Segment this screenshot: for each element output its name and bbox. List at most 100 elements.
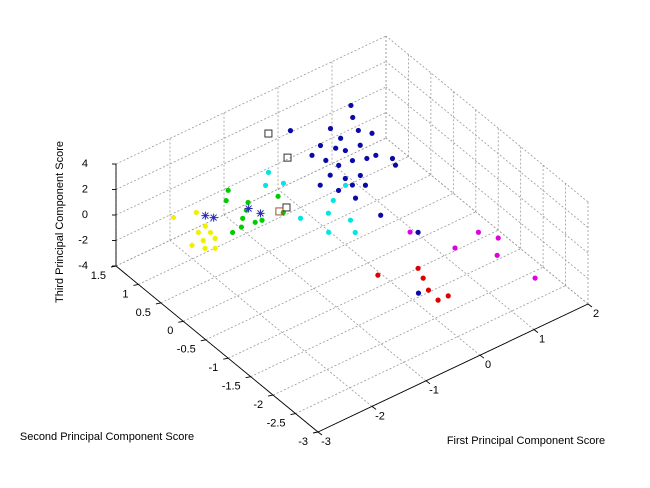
data-point xyxy=(195,229,202,235)
grid-line xyxy=(115,86,387,216)
grid-line xyxy=(115,35,387,165)
x-tick-label: -3 xyxy=(321,436,331,448)
y-tick-label: 0 xyxy=(167,325,173,337)
grid-line xyxy=(205,211,476,341)
tick-mark xyxy=(317,431,323,436)
data-point xyxy=(283,153,292,162)
z-tick-label: 2 xyxy=(82,183,88,195)
grid-line xyxy=(277,188,481,356)
marks xyxy=(170,102,538,303)
x-tick-label: -2 xyxy=(375,410,385,422)
tick-mark xyxy=(587,303,593,308)
data-point xyxy=(352,229,358,236)
data-point xyxy=(189,242,195,248)
y-tick-label: 1.5 xyxy=(91,270,106,282)
data-point xyxy=(420,275,426,281)
grid-line xyxy=(169,240,373,407)
data-point xyxy=(212,235,218,241)
grid-line xyxy=(115,112,387,241)
data-point xyxy=(317,182,323,188)
data-point xyxy=(275,193,281,199)
data-point xyxy=(297,215,304,221)
data-point xyxy=(325,210,331,216)
data-point xyxy=(265,169,272,175)
data-point xyxy=(375,272,381,278)
grid-line xyxy=(183,192,454,322)
data-point xyxy=(357,142,363,148)
grid-line xyxy=(295,285,566,414)
data-point xyxy=(207,229,214,236)
x-tick-label: 0 xyxy=(485,359,491,371)
x-axis-title: First Principal Component Score xyxy=(447,435,605,447)
grid: -3 -2 -1 0 1 2 -3 -2.5 -2 -1.5 -1 -0.5 0 0.5 1 1.5-4 -2 0… xyxy=(78,35,599,448)
y-tick-label: -2 xyxy=(253,399,263,411)
x-tick-label: 2 xyxy=(593,308,599,320)
data-point xyxy=(415,290,422,296)
data-point xyxy=(495,235,501,241)
data-point xyxy=(357,172,363,179)
data-point xyxy=(238,224,245,230)
x-tick-label: 1 xyxy=(539,334,545,346)
data-point xyxy=(378,212,384,218)
tick-mark xyxy=(425,380,431,385)
data-point xyxy=(225,187,231,193)
y-tick-label: 1 xyxy=(122,288,128,300)
z-axis-title: Third Principal Component Score xyxy=(54,141,66,303)
data-point xyxy=(209,213,218,222)
y-tick-label: -2.5 xyxy=(267,417,286,429)
data-point xyxy=(327,172,333,178)
data-point xyxy=(193,209,199,216)
data-point xyxy=(244,204,253,213)
data-point xyxy=(262,182,269,188)
y-tick-label: -3 xyxy=(298,436,308,448)
data-point xyxy=(452,245,458,251)
x-tick-label: -1 xyxy=(429,385,439,397)
tick-mark xyxy=(133,284,139,286)
data-point xyxy=(342,182,349,188)
data-point xyxy=(287,128,294,134)
data-point xyxy=(264,129,273,138)
y-tick-label: -1.5 xyxy=(222,381,241,393)
y-tick-label: -1 xyxy=(208,362,218,374)
tick-mark xyxy=(533,329,539,333)
data-point xyxy=(229,229,236,236)
data-point xyxy=(333,145,339,151)
grid-line xyxy=(385,86,589,254)
data-point xyxy=(355,127,361,134)
tick-mark xyxy=(290,413,296,415)
data-point xyxy=(330,197,336,204)
data-point xyxy=(348,102,354,109)
data-point xyxy=(200,237,206,244)
tick-mark xyxy=(178,320,184,323)
data-point xyxy=(415,229,421,235)
data-point xyxy=(425,287,432,293)
tick-mark xyxy=(312,431,319,434)
z-tick-label: -4 xyxy=(78,260,88,272)
data-point xyxy=(212,245,218,251)
data-point xyxy=(445,293,451,299)
grid-line xyxy=(385,61,589,228)
data-point xyxy=(317,142,324,149)
data-point xyxy=(223,197,229,204)
data-point xyxy=(494,252,500,258)
grid-line xyxy=(160,174,432,304)
data-point xyxy=(327,125,334,132)
grid-line xyxy=(385,112,589,279)
axis-line xyxy=(317,303,589,433)
grid-line xyxy=(385,137,589,305)
data-point xyxy=(335,187,342,194)
tick-mark xyxy=(268,394,274,397)
tick-mark xyxy=(245,376,251,379)
data-point xyxy=(170,214,177,221)
tick-mark xyxy=(200,339,206,342)
grid-line xyxy=(223,214,427,382)
data-point xyxy=(201,211,210,220)
data-point xyxy=(392,162,399,168)
grid-line xyxy=(115,137,387,267)
data-point xyxy=(342,175,348,182)
grid-line xyxy=(250,248,521,378)
data-point xyxy=(202,223,208,229)
data-point xyxy=(259,217,265,223)
data-point xyxy=(256,209,265,218)
